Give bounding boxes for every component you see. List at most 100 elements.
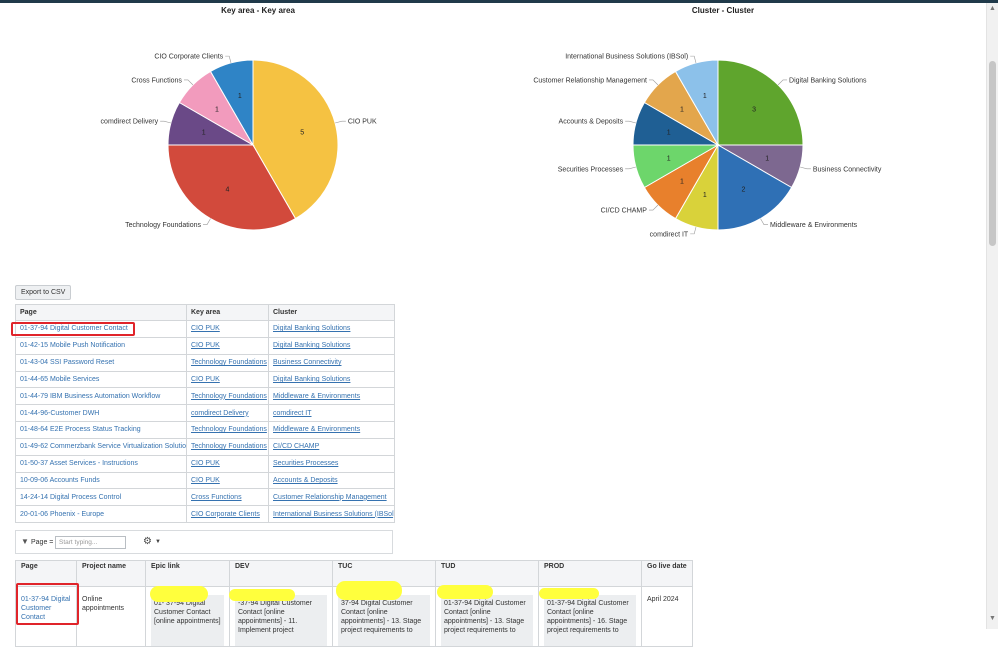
cluster-link[interactable]: Digital Banking Solutions [273, 342, 351, 350]
jira-issue-box[interactable]: 01- 37-94 Digital Customer Contact [onli… [151, 595, 224, 646]
export-csv-button[interactable]: Export to CSV [15, 285, 72, 300]
cluster-slice-value-0: 3 [752, 106, 756, 113]
detail-table: Page Project name Epic link DEV TUC TUD PROD Go… [15, 560, 693, 647]
page-cell: 01-43-04 SSI Password Reset [15, 353, 187, 372]
cluster-cell: Customer Relationship Management [268, 488, 395, 507]
page-link[interactable]: 20-01-06 Phoenix - Europe [20, 510, 105, 518]
cluster-link[interactable]: Business Connectivity [273, 359, 342, 367]
cluster-link[interactable]: Middleware & Environments [273, 392, 361, 400]
project-name-column-header[interactable]: Project name [76, 560, 146, 587]
key-area-slice-1[interactable] [167, 144, 297, 231]
cluster-link[interactable]: Middleware & Environments [273, 426, 361, 434]
cluster-leader-line-7 [648, 79, 659, 86]
scroll-up-arrow-icon[interactable]: ▲ [989, 5, 996, 12]
prod-column-header[interactable]: PROD [538, 560, 642, 587]
tud-column-header[interactable]: TUD [435, 560, 539, 587]
table-row: 01-42-15 Mobile Push Notification CIO PUK… [15, 336, 395, 355]
key-area-cell: Technology Foundations [186, 421, 269, 439]
vertical-scrollbar[interactable]: ▲ ▼ [986, 3, 998, 629]
filter-label: Page = [31, 539, 54, 546]
page-cell: 20-01-06 Phoenix - Europe [15, 505, 187, 524]
key-area-link[interactable]: CIO PUK [191, 342, 220, 350]
cluster-link[interactable]: CI/CD CHAMP [273, 443, 320, 451]
cluster-slice-value-2: 2 [742, 187, 746, 194]
page-link[interactable]: 01-44-96-Customer DWH [20, 409, 100, 417]
page-link[interactable]: 01-43-04 SSI Password Reset [20, 359, 115, 367]
key-area-link[interactable]: CIO PUK [191, 375, 220, 383]
key-area-link[interactable]: comdirect Delivery [191, 409, 249, 417]
table-row: 14-24-14 Digital Process Control Cross Fu… [15, 488, 395, 507]
cluster-leader-line-8 [690, 55, 697, 63]
gear-icon[interactable]: ⚙ [143, 536, 152, 547]
scroll-down-arrow-icon[interactable]: ▼ [989, 615, 996, 622]
key-area-slice-label-2: comdirect Delivery [101, 119, 159, 126]
key-area-link[interactable]: CIO Corporate Clients [191, 510, 260, 518]
cluster-slice-value-4: 1 [680, 179, 684, 186]
key-area-slice-value-0: 5 [300, 129, 304, 136]
key-area-link[interactable]: Technology Foundations [191, 426, 267, 434]
key-area-slice-0[interactable] [252, 59, 339, 220]
key-area-leader-line-2 [160, 120, 171, 124]
jira-issue-box[interactable]: 01-37-94 Digital Customer Contact [onlin… [544, 595, 636, 646]
page-filter-input[interactable] [55, 536, 126, 549]
cluster-slice-label-4: CI/CD CHAMP [601, 208, 648, 215]
epic-link-column-header[interactable]: Epic link [145, 560, 230, 587]
key-area-cell: CIO PUK [186, 320, 269, 338]
cluster-link[interactable]: comdirect IT [273, 409, 312, 417]
page-link[interactable]: 01-50-37 Asset Services - Instructions [20, 460, 138, 468]
key-area-link[interactable]: CIO PUK [191, 325, 220, 333]
cluster-slice-label-0: Digital Banking Solutions [789, 77, 867, 84]
page-link[interactable]: 10-09-06 Accounts Funds [20, 477, 100, 485]
cluster-cell: Digital Banking Solutions [268, 320, 395, 338]
project-name-value: Online appointments [82, 596, 125, 612]
key-area-link[interactable]: CIO PUK [191, 477, 220, 485]
page-link[interactable]: 01-37-94 Digital Customer Contact [20, 325, 128, 333]
key-area-link[interactable]: Technology Foundations [191, 359, 267, 367]
key-area-slice-label-3: Cross Functions [131, 77, 182, 84]
page-link[interactable]: 01-44-79 IBM Business Automation Workflo… [20, 392, 161, 400]
page-link[interactable]: 01-37-94 Digital Customer Contact [21, 596, 71, 621]
cluster-link[interactable]: Securities Processes [273, 460, 339, 468]
cluster-slice-0[interactable] [717, 59, 804, 146]
page-link[interactable]: 01-42-15 Mobile Push Notification [20, 342, 126, 350]
table-row: 01-48-64 E2E Process Status Tracking Tech… [15, 421, 395, 439]
cluster-cell: International Business Solutions (IBSol) [268, 505, 395, 524]
scrollbar-thumb[interactable] [989, 61, 996, 246]
go-live-date-column-header[interactable]: Go live date [641, 560, 693, 587]
cluster-link[interactable]: International Business Solutions (IBSol) [273, 510, 395, 518]
cluster-cell: CI/CD CHAMP [268, 437, 395, 456]
page-link[interactable]: 01-48-64 E2E Process Status Tracking [20, 426, 141, 434]
cluster-leader-line-3 [690, 227, 697, 235]
key-area-cell: Cross Functions [186, 488, 269, 507]
page-column-header[interactable]: Page [15, 560, 77, 587]
key-area-link[interactable]: Technology Foundations [191, 392, 267, 400]
jira-issue-box[interactable]: 37-94 Digital Customer Contact [online a… [338, 595, 430, 646]
highlight-box [16, 583, 79, 625]
cluster-link[interactable]: Digital Banking Solutions [273, 325, 351, 333]
cluster-link[interactable]: Digital Banking Solutions [273, 375, 351, 383]
chevron-down-icon[interactable]: ▼ [155, 539, 161, 545]
filter-bar: ▼ Page = ⚙ ▼ [15, 530, 393, 554]
key-area-slice-value-2: 1 [202, 129, 206, 136]
key-area-link[interactable]: Cross Functions [191, 493, 242, 501]
page-column-header[interactable]: Page [15, 304, 187, 321]
page-link[interactable]: 14-24-14 Digital Process Control [20, 493, 122, 501]
cluster-cell: comdirect IT [268, 404, 395, 423]
cluster-cell: Digital Banking Solutions [268, 336, 395, 355]
table-row: 01-44-79 IBM Business Automation Workflo… [15, 387, 395, 406]
cluster-slice-label-5: Securities Processes [558, 166, 624, 173]
dev-column-header[interactable]: DEV [229, 560, 333, 587]
cluster-link[interactable]: Customer Relationship Management [273, 493, 387, 501]
jira-issue-box[interactable]: -37-94 Digital Customer Contact [online … [235, 595, 327, 646]
page-link[interactable]: 01-49-62 Commerzbank Service Virtualizat… [20, 443, 187, 451]
cluster-column-header[interactable]: Cluster [268, 304, 395, 321]
cluster-slice-2[interactable] [717, 144, 793, 231]
page-link[interactable]: 01-44-65 Mobile Services [20, 375, 100, 383]
key-area-link[interactable]: Technology Foundations [191, 443, 267, 451]
jira-issue-box[interactable]: 01-37-94 Digital Customer Contact [onlin… [441, 595, 533, 646]
charts-area: Key area - Key area 5 CIO PUK 4 Technology … [101, 6, 882, 238]
key-area-link[interactable]: CIO PUK [191, 460, 220, 468]
cluster-link[interactable]: Accounts & Deposits [273, 477, 338, 485]
key-area-column-header[interactable]: Key area [186, 304, 269, 321]
table-row: 01-50-37 Asset Services - Instructions CI… [15, 454, 395, 473]
